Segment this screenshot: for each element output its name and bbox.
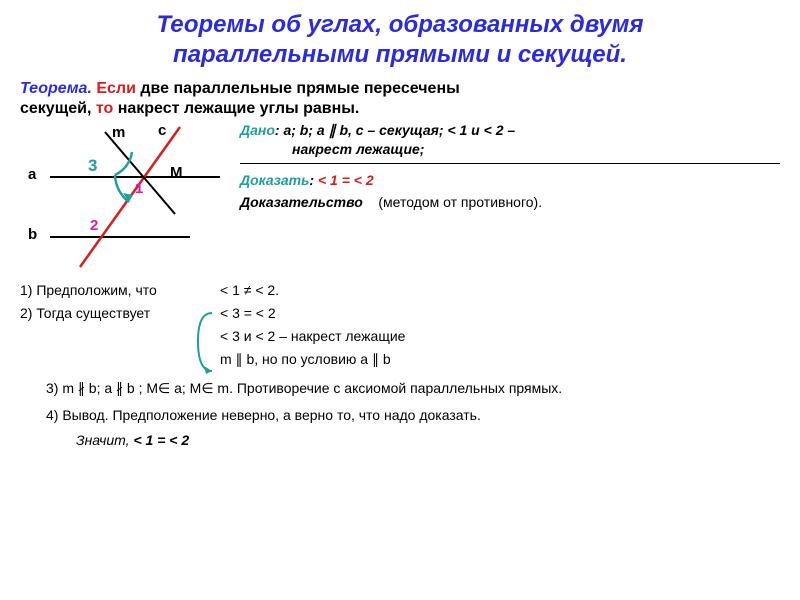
step2d: m ∥ b, но по условию a ∥ b [220,351,391,367]
divider [240,163,780,164]
label-3: 3 [88,156,97,176]
final-a: Значит, [76,432,133,448]
prove-label: Доказать [240,172,309,188]
step3: 3) m ∦ b; a ∦ b ; M∈ a; M∈ m. Противореч… [46,380,562,396]
theorem-line2: секущей, то накрест лежащие углы равны. [20,100,780,118]
given-label: Дано [240,122,275,138]
title-line1: Теоремы об углах, образованных двумя [156,11,643,38]
theorem-statement: Теорема. Если две параллельные прямые пе… [20,80,780,98]
proof-label: Доказательство [240,194,363,210]
proof-body: 1) Предположим, что < 1 ≠ < 2. 2) Тогда … [20,280,780,451]
diagram-svg [20,122,230,272]
step4: 4) Вывод. Предположение неверно, а верно… [46,407,481,423]
page-title: Теоремы об углах, образованных двумя пар… [20,10,780,70]
diagram: a b c m M 1 2 3 [20,122,230,272]
theorem-if-text: две параллельные прямые пересечены [140,80,459,97]
label-a: a [28,166,36,183]
brace-arrow-icon [192,311,222,379]
theorem-label: Теорема. [20,80,92,97]
theorem-l2a: секущей, [20,100,96,117]
given-prove-block: Дано: a; b; a ∥ b, c – секущая; < 1 и < … [240,122,780,272]
theorem-l2b: накрест лежащие углы равны. [118,100,360,117]
step2c: < 3 и < 2 – накрест лежащие [220,328,405,344]
title-line2: параллельными прямыми и секущей. [173,41,627,68]
step1b: < 1 ≠ < 2. [220,280,279,301]
proof-method: (методом от противного). [378,194,542,210]
final-b: < 1 = < 2 [133,432,189,448]
prove-stmt: < 1 = < 2 [318,172,374,188]
label-c: c [158,122,166,139]
prove-colon: : [309,172,318,188]
step2a: 2) Тогда существует [20,303,220,324]
step1a: 1) Предположим, что [20,280,220,301]
given-text2: накрест лежащие; [292,141,424,157]
label-1: 1 [135,180,143,197]
theorem-then: то [96,100,113,117]
label-m: m [112,124,125,141]
step2b: < 3 = < 2 [220,303,276,324]
label-b: b [28,226,37,243]
label-2: 2 [90,217,98,234]
theorem-if: Если [96,80,136,97]
label-M: M [170,164,183,181]
given-text1: : a; b; a ∥ b, c – секущая; < 1 и < 2 – [275,122,515,138]
